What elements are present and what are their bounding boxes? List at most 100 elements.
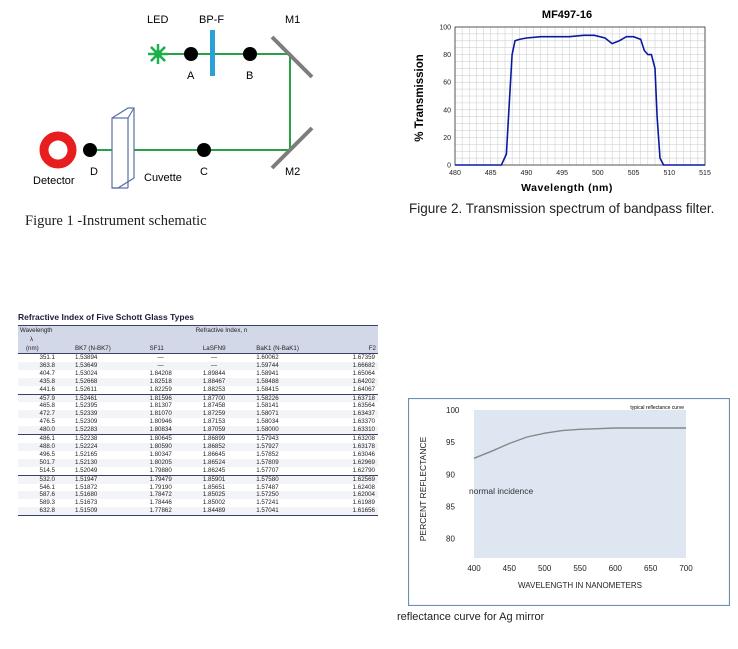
index-cell: 1.62569 — [332, 474, 378, 484]
y-tick-label: 95 — [446, 438, 455, 447]
y-tick-label: 60 — [443, 80, 451, 87]
index-cell: 1.89844 — [194, 369, 249, 378]
column-header: F2 — [332, 344, 378, 354]
y-tick-label: 100 — [446, 406, 460, 415]
index-cell: 1.88253 — [194, 385, 249, 395]
x-tick-label: 500 — [538, 564, 552, 573]
index-cell: 1.85025 — [194, 491, 249, 500]
x-tick-label: 400 — [467, 564, 481, 573]
index-cell: 1.65064 — [332, 369, 378, 378]
y-tick-label: 80 — [446, 535, 455, 544]
index-cell: 1.80590 — [141, 442, 195, 451]
wavelength-cell: 465.8 — [18, 402, 65, 411]
index-cell: 1.58941 — [248, 369, 333, 378]
index-cell: 1.86245 — [194, 466, 249, 476]
index-cell: 1.81070 — [141, 410, 195, 419]
instrument-schematic: LED BP-F M1 A B C D M2 Detector Cuvette — [33, 14, 314, 189]
index-cell: 1.63046 — [332, 450, 378, 459]
index-cell: 1.85651 — [194, 483, 249, 492]
table-row: 486.1 1.52238 1.80645 1.86899 1.57943 1.63208 — [18, 434, 378, 443]
index-cell: 1.57943 — [248, 434, 333, 443]
mirror-m1-icon — [270, 35, 314, 79]
legend-label: typical reflectance curve — [630, 405, 684, 411]
index-cell: 1.81596 — [141, 393, 195, 403]
label-cuvette: Cuvette — [144, 172, 182, 184]
label-detector: Detector — [33, 175, 75, 187]
wavelength-cell: 435.8 — [18, 377, 65, 386]
y-tick-label: 80 — [443, 52, 451, 59]
index-cell: 1.82259 — [141, 385, 195, 395]
wavelength-cell: 351.1 — [18, 353, 65, 362]
table-row: 472.7 1.52339 1.81070 1.87259 1.58071 1.63437 — [18, 410, 378, 419]
x-tick-label: 510 — [663, 170, 675, 177]
glass-table-section: Refractive Index of Five Schott Glass Ty… — [18, 312, 378, 517]
label-m2: M2 — [285, 166, 300, 178]
index-cell: 1.79880 — [141, 466, 195, 476]
index-cell: 1.57241 — [248, 499, 333, 508]
x-tick-label: 600 — [609, 564, 623, 573]
plot-area — [474, 410, 686, 558]
index-cell: 1.84208 — [141, 369, 195, 378]
index-cell: 1.62969 — [332, 458, 378, 467]
index-cell: 1.84489 — [194, 507, 249, 517]
index-cell: 1.63208 — [332, 434, 378, 443]
index-cell: 1.52238 — [65, 434, 142, 443]
x-tick-label: 700 — [679, 564, 693, 573]
index-cell: 1.60062 — [248, 353, 333, 362]
table-row: 441.6 1.52611 1.82259 1.88253 1.58415 1.64067 — [18, 385, 378, 395]
label-c: C — [200, 166, 208, 178]
reflectance-chart: 400 450 500 550 600 650 700 80 85 90 95 100 typical… — [408, 398, 730, 606]
y-axis-label: PERCENT REFLECTANCE — [418, 436, 428, 541]
index-cell: 1.63564 — [332, 402, 378, 411]
x-axis-label: WAVELENGTH IN NANOMETERS — [518, 581, 642, 590]
index-cell: 1.80834 — [141, 426, 195, 435]
index-cell: 1.57852 — [248, 450, 333, 459]
x-tick-label: 550 — [573, 564, 587, 573]
wavelength-cell: 546.1 — [18, 483, 65, 492]
index-cell: 1.85901 — [194, 474, 249, 484]
wavelength-cell: 441.6 — [18, 385, 65, 395]
label-b: B — [246, 70, 253, 82]
index-cell: 1.51509 — [65, 507, 142, 517]
index-cell: 1.52395 — [65, 402, 142, 411]
index-cell: 1.57041 — [248, 507, 333, 517]
wavelength-cell: 496.5 — [18, 450, 65, 459]
label-m1: M1 — [285, 14, 300, 26]
index-cell: 1.87259 — [194, 410, 249, 419]
y-tick-label: 20 — [443, 135, 451, 142]
index-cell: 1.62408 — [332, 483, 378, 492]
table-row: 457.9 1.52461 1.81596 1.87700 1.58226 1.63718 — [18, 393, 378, 403]
figure2-caption: Figure 2. Transmission spectrum of bandp… — [409, 201, 715, 216]
chart-axes: 400 450 500 550 600 650 700 80 85 90 95 100 — [446, 406, 693, 573]
index-cell: 1.52339 — [65, 410, 142, 419]
table-row: 476.5 1.52309 1.80946 1.87153 1.58034 1.63370 — [18, 418, 378, 427]
index-cell: 1.58488 — [248, 377, 333, 386]
index-cell: 1.87458 — [194, 402, 249, 411]
wavelength-cell: 404.7 — [18, 369, 65, 378]
figure3-caption: reflectance curve for Ag mirror — [397, 611, 545, 623]
plot-border — [454, 26, 706, 166]
annotation-normal-incidence: normal incidence — [469, 486, 534, 496]
table-row: 587.6 1.51680 1.78472 1.85025 1.57250 1.62004 — [18, 491, 378, 500]
table-row: 351.1 1.53894— —1.60062 1.67359 — [18, 353, 378, 362]
index-cell: 1.61656 — [332, 507, 378, 517]
x-tick-label: 480 — [449, 170, 461, 177]
header-refractive-index: Refractive Index, n — [65, 325, 378, 335]
column-header: BaK1 (N-BaK1) — [248, 344, 333, 354]
table-row: 480.0 1.52283 1.80834 1.87059 1.58000 1.63310 — [18, 426, 378, 435]
table-row: 532.0 1.51947 1.79479 1.85901 1.57580 1.62569 — [18, 474, 378, 484]
y-tick-label: 40 — [443, 107, 451, 114]
index-cell: 1.58000 — [248, 426, 333, 435]
label-led: LED — [147, 14, 168, 26]
x-tick-label: 450 — [503, 564, 517, 573]
index-cell: 1.58034 — [248, 418, 333, 427]
index-cell: — — [194, 361, 249, 370]
index-cell: 1.78472 — [141, 491, 195, 500]
index-cell: 1.63178 — [332, 442, 378, 451]
wavelength-cell: 532.0 — [18, 474, 65, 484]
index-cell: 1.78446 — [141, 499, 195, 508]
table-row: 501.7 1.52130 1.80205 1.86524 1.57809 1.62969 — [18, 458, 378, 467]
index-cell: 1.51872 — [65, 483, 142, 492]
index-cell: 1.80347 — [141, 450, 195, 459]
index-cell: 1.53894 — [65, 353, 142, 362]
